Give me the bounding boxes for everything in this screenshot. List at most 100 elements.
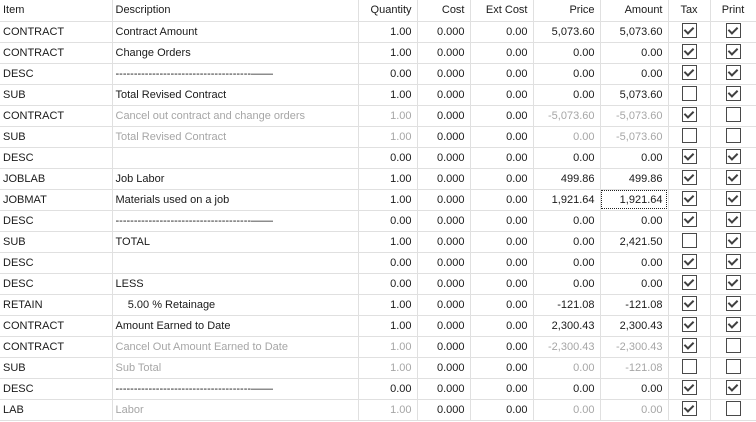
item-cell[interactable]: SUB — [0, 126, 113, 148]
item-cell[interactable]: DESC — [0, 378, 113, 400]
print-checkbox[interactable] — [725, 149, 741, 165]
ext-cost-cell[interactable]: 0.00 — [470, 399, 534, 421]
tax-checkbox[interactable] — [681, 338, 697, 354]
quantity-cell[interactable]: 1.00 — [358, 21, 418, 43]
item-cell[interactable]: SUB — [0, 84, 113, 106]
cost-cell[interactable]: 0.000 — [417, 252, 471, 274]
ext-cost-cell[interactable]: 0.00 — [470, 252, 534, 274]
tax-checkbox[interactable] — [681, 65, 697, 81]
description-cell[interactable]: TOTAL — [112, 231, 359, 253]
item-cell[interactable]: JOBMAT — [0, 189, 113, 211]
print-checkbox[interactable] — [725, 254, 741, 270]
description-cell[interactable]: Contract Amount — [112, 21, 359, 43]
tax-checkbox[interactable] — [681, 170, 697, 186]
print-checkbox[interactable] — [725, 359, 741, 375]
price-cell[interactable]: 0.00 — [533, 126, 601, 148]
description-cell[interactable]: Labor — [112, 399, 359, 421]
amount-cell[interactable]: -5,073.60 — [600, 126, 669, 148]
ext-cost-cell[interactable]: 0.00 — [470, 168, 534, 190]
price-cell[interactable]: 0.00 — [533, 42, 601, 64]
tax-checkbox[interactable] — [681, 275, 697, 291]
cost-cell[interactable]: 0.000 — [417, 105, 471, 127]
quantity-cell[interactable]: 0.00 — [358, 63, 418, 85]
quantity-cell[interactable]: 0.00 — [358, 378, 418, 400]
item-cell[interactable]: DESC — [0, 273, 113, 295]
print-checkbox[interactable] — [725, 317, 741, 333]
amount-cell[interactable]: -5,073.60 — [600, 105, 669, 127]
ext-cost-cell[interactable]: 0.00 — [470, 189, 534, 211]
amount-cell[interactable]: 1,921.64 — [600, 189, 669, 211]
amount-cell[interactable]: -2,300.43 — [600, 336, 669, 358]
price-cell[interactable]: 0.00 — [533, 399, 601, 421]
cost-cell[interactable]: 0.000 — [417, 21, 471, 43]
tax-checkbox[interactable] — [681, 86, 697, 102]
price-cell[interactable]: 0.00 — [533, 63, 601, 85]
cost-cell[interactable]: 0.000 — [417, 210, 471, 232]
quantity-cell[interactable]: 1.00 — [358, 168, 418, 190]
price-cell[interactable]: 0.00 — [533, 378, 601, 400]
amount-cell[interactable]: 2,421.50 — [600, 231, 669, 253]
description-cell[interactable] — [112, 252, 359, 274]
cost-cell[interactable]: 0.000 — [417, 315, 471, 337]
ext-cost-cell[interactable]: 0.00 — [470, 273, 534, 295]
quantity-cell[interactable]: 1.00 — [358, 294, 418, 316]
price-cell[interactable]: 0.00 — [533, 273, 601, 295]
print-checkbox[interactable] — [725, 212, 741, 228]
print-checkbox[interactable] — [725, 191, 741, 207]
tax-checkbox[interactable] — [681, 107, 697, 123]
cost-cell[interactable]: 0.000 — [417, 168, 471, 190]
tax-checkbox[interactable] — [681, 23, 697, 39]
print-checkbox[interactable] — [725, 275, 741, 291]
description-cell[interactable]: Amount Earned to Date — [112, 315, 359, 337]
quantity-cell[interactable]: 1.00 — [358, 231, 418, 253]
amount-cell[interactable]: -121.08 — [600, 357, 669, 379]
tax-checkbox[interactable] — [681, 359, 697, 375]
ext-cost-cell[interactable]: 0.00 — [470, 42, 534, 64]
cost-cell[interactable]: 0.000 — [417, 189, 471, 211]
price-cell[interactable]: 0.00 — [533, 357, 601, 379]
print-checkbox[interactable] — [725, 86, 741, 102]
quantity-cell[interactable]: 1.00 — [358, 42, 418, 64]
print-checkbox[interactable] — [725, 107, 741, 123]
cost-cell[interactable]: 0.000 — [417, 294, 471, 316]
ext-cost-cell[interactable]: 0.00 — [470, 84, 534, 106]
ext-cost-cell[interactable]: 0.00 — [470, 315, 534, 337]
cost-cell[interactable]: 0.000 — [417, 63, 471, 85]
description-cell[interactable] — [112, 147, 359, 169]
cost-cell[interactable]: 0.000 — [417, 273, 471, 295]
print-checkbox[interactable] — [725, 338, 741, 354]
item-cell[interactable]: DESC — [0, 63, 113, 85]
description-cell[interactable]: Sub Total — [112, 357, 359, 379]
item-cell[interactable]: RETAIN — [0, 294, 113, 316]
quantity-cell[interactable]: 1.00 — [358, 357, 418, 379]
tax-checkbox[interactable] — [681, 233, 697, 249]
tax-checkbox[interactable] — [681, 128, 697, 144]
amount-cell[interactable]: 0.00 — [600, 273, 669, 295]
amount-cell[interactable]: 2,300.43 — [600, 315, 669, 337]
cost-cell[interactable]: 0.000 — [417, 126, 471, 148]
ext-cost-cell[interactable]: 0.00 — [470, 357, 534, 379]
price-cell[interactable]: 0.00 — [533, 147, 601, 169]
quantity-cell[interactable]: 0.00 — [358, 210, 418, 232]
tax-checkbox[interactable] — [681, 44, 697, 60]
quantity-cell[interactable]: 1.00 — [358, 189, 418, 211]
price-cell[interactable]: 499.86 — [533, 168, 601, 190]
amount-cell[interactable]: 499.86 — [600, 168, 669, 190]
print-checkbox[interactable] — [725, 44, 741, 60]
quantity-cell[interactable]: 1.00 — [358, 105, 418, 127]
price-cell[interactable]: 5,073.60 — [533, 21, 601, 43]
price-cell[interactable]: 0.00 — [533, 252, 601, 274]
cost-cell[interactable]: 0.000 — [417, 231, 471, 253]
print-checkbox[interactable] — [725, 170, 741, 186]
cost-cell[interactable]: 0.000 — [417, 399, 471, 421]
cost-cell[interactable]: 0.000 — [417, 357, 471, 379]
item-cell[interactable]: SUB — [0, 357, 113, 379]
description-cell[interactable]: Materials used on a job — [112, 189, 359, 211]
item-cell[interactable]: LAB — [0, 399, 113, 421]
description-cell[interactable]: Cancel Out Amount Earned to Date — [112, 336, 359, 358]
tax-checkbox[interactable] — [681, 254, 697, 270]
cost-cell[interactable]: 0.000 — [417, 147, 471, 169]
amount-cell[interactable]: 0.00 — [600, 147, 669, 169]
item-cell[interactable]: CONTRACT — [0, 21, 113, 43]
print-checkbox[interactable] — [725, 380, 741, 396]
